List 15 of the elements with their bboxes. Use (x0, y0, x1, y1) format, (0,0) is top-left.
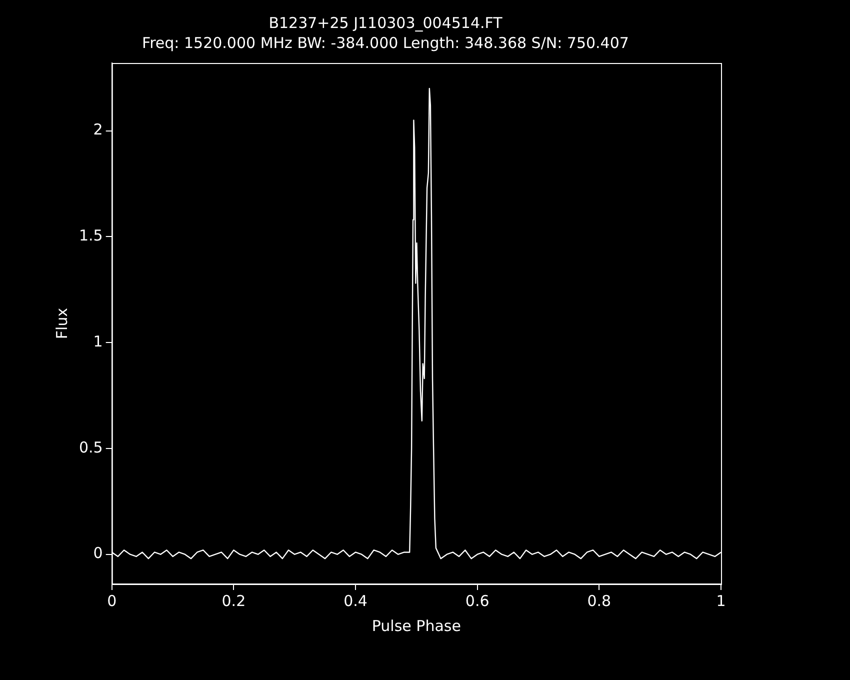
chart-subtitle: Freq: 1520.000 MHz BW: -384.000 Length: 348.368 S/N: 750.407 (142, 34, 629, 52)
x-tick-label: 0.8 (587, 592, 612, 610)
x-tick-label: 0.4 (344, 592, 368, 610)
y-tick-label: 0 (93, 544, 103, 562)
y-tick-label: 0.5 (78, 438, 103, 456)
y-tick-label: 1 (93, 332, 103, 350)
x-tick-label: 1 (716, 592, 726, 610)
x-tick-label: 0.2 (222, 592, 246, 610)
y-axis-title: Flux (52, 308, 71, 340)
x-axis-title: Pulse Phase (372, 616, 461, 635)
x-tick-label: 0 (107, 592, 117, 610)
y-tick-label: 1.5 (78, 226, 103, 245)
x-tick-label: 0.6 (465, 592, 490, 610)
chart-title: B1237+25 J110303_004514.FT (268, 14, 504, 32)
y-tick-label: 2 (93, 120, 103, 139)
